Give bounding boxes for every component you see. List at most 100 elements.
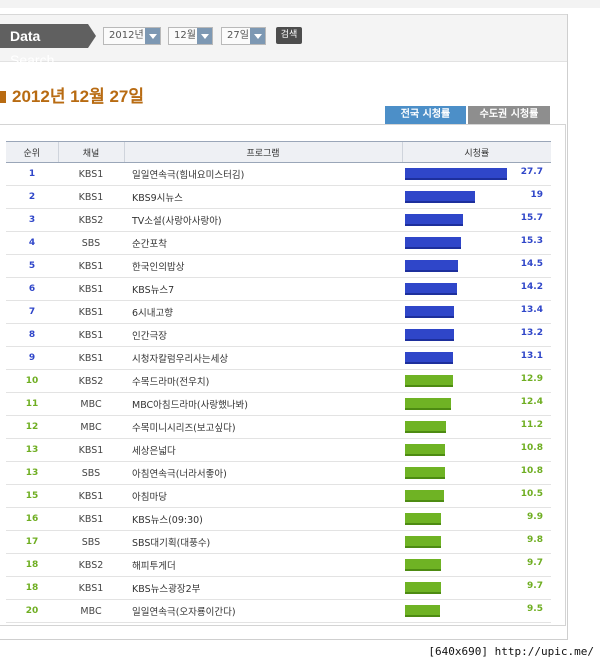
- chevron-down-icon[interactable]: [250, 28, 265, 44]
- rating-cell: 9.8: [402, 530, 551, 554]
- image-frame-top: [0, 0, 600, 8]
- program-cell[interactable]: 아침연속극(너라서좋아): [124, 461, 402, 485]
- rating-cell: 9.9: [402, 507, 551, 531]
- rating-value: 27.7: [520, 167, 543, 177]
- frame-border-top: [0, 14, 568, 15]
- tab-national-rating[interactable]: 전국 시청률: [385, 106, 466, 124]
- image-size-caption: [640x690] http://upic.me/: [428, 645, 594, 658]
- chevron-down-icon[interactable]: [145, 28, 160, 44]
- chevron-down-icon[interactable]: [197, 28, 212, 44]
- program-cell[interactable]: 세상은넓다: [124, 438, 402, 462]
- channel-cell: KBS2: [58, 553, 124, 577]
- rating-value: 9.7: [527, 558, 543, 568]
- ratings-table: 순위 채널 프로그램 시청률 1 KBS1 일일연속극(힘내요미스터김) 27.7 2 K…: [6, 141, 551, 623]
- program-cell[interactable]: 일일연속극(힘내요미스터김): [124, 162, 402, 186]
- program-cell[interactable]: 아침마당: [124, 484, 402, 508]
- rating-cell: 9.7: [402, 576, 551, 600]
- rating-value: 13.2: [520, 328, 543, 338]
- rating-bar: [405, 444, 445, 456]
- title-bullet-icon: [0, 91, 6, 103]
- year-select[interactable]: 2012년: [103, 27, 161, 45]
- rating-value: 15.3: [520, 236, 543, 246]
- channel-cell: MBC: [58, 599, 124, 623]
- month-select[interactable]: 12월: [168, 27, 213, 45]
- program-cell[interactable]: 해피투게더: [124, 553, 402, 577]
- page-title: 2012년 12월 27일: [0, 82, 144, 107]
- program-cell[interactable]: TV소설(사랑아사랑아): [124, 208, 402, 232]
- rating-cell: 19: [402, 185, 551, 209]
- rating-cell: 15.7: [402, 208, 551, 232]
- rank-cell: 18: [6, 553, 58, 577]
- table-row: 6 KBS1 KBS뉴스7 14.2: [6, 277, 551, 301]
- table-row: 13 SBS 아침연속극(너라서좋아) 10.8: [6, 461, 551, 485]
- channel-cell: SBS: [58, 461, 124, 485]
- channel-cell: KBS1: [58, 323, 124, 347]
- program-cell[interactable]: 한국인의밥상: [124, 254, 402, 278]
- rating-value: 9.7: [527, 581, 543, 591]
- rating-cell: 13.4: [402, 300, 551, 324]
- program-cell[interactable]: 일일연속극(오자룡이간다): [124, 599, 402, 623]
- rating-value: 11.2: [520, 420, 543, 430]
- table-row: 8 KBS1 인간극장 13.2: [6, 323, 551, 347]
- data-search-label-arrow: [88, 24, 96, 48]
- channel-cell: KBS1: [58, 438, 124, 462]
- program-cell[interactable]: KBS뉴스7: [124, 277, 402, 301]
- program-cell[interactable]: 6시내고향: [124, 300, 402, 324]
- table-row: 16 KBS1 KBS뉴스(09:30) 9.9: [6, 507, 551, 531]
- header-rating: 시청률: [401, 141, 551, 163]
- program-cell[interactable]: 순간포착: [124, 231, 402, 255]
- rating-bar: [405, 559, 441, 571]
- rating-bar: [405, 237, 461, 249]
- program-cell[interactable]: KBS뉴스(09:30): [124, 507, 402, 531]
- channel-cell: SBS: [58, 530, 124, 554]
- rank-cell: 1: [6, 162, 58, 186]
- program-cell[interactable]: KBS9시뉴스: [124, 185, 402, 209]
- rank-cell: 8: [6, 323, 58, 347]
- rating-value: 13.4: [520, 305, 543, 315]
- rating-cell: 13.2: [402, 323, 551, 347]
- channel-cell: KBS1: [58, 507, 124, 531]
- rating-value: 10.5: [520, 489, 543, 499]
- rating-value: 15.7: [520, 213, 543, 223]
- rating-cell: 27.7: [402, 162, 551, 186]
- rating-bar: [405, 214, 463, 226]
- channel-cell: KBS1: [58, 576, 124, 600]
- page-title-text: 2012년 12월 27일: [12, 87, 145, 106]
- rating-cell: 12.9: [402, 369, 551, 393]
- program-cell[interactable]: 시청자칼럼우리사는세상: [124, 346, 402, 370]
- table-row: 18 KBS2 해피투게더 9.7: [6, 553, 551, 577]
- channel-cell: KBS1: [58, 185, 124, 209]
- rating-bar: [405, 421, 446, 433]
- program-cell[interactable]: SBS대기획(대풍수): [124, 530, 402, 554]
- rank-cell: 12: [6, 415, 58, 439]
- program-cell[interactable]: KBS뉴스광장2부: [124, 576, 402, 600]
- table-row: 5 KBS1 한국인의밥상 14.5: [6, 254, 551, 278]
- day-select[interactable]: 27일: [221, 27, 266, 45]
- program-cell[interactable]: 인간극장: [124, 323, 402, 347]
- rating-value: 10.8: [520, 466, 543, 476]
- channel-cell: KBS2: [58, 208, 124, 232]
- rating-bar: [405, 605, 440, 617]
- rating-cell: 13.1: [402, 346, 551, 370]
- rating-cell: 9.5: [402, 599, 551, 623]
- rank-cell: 18: [6, 576, 58, 600]
- data-search-label-text: Search: [10, 52, 55, 68]
- program-cell[interactable]: 수목미니시리즈(보고싶다): [124, 415, 402, 439]
- rating-value: 10.8: [520, 443, 543, 453]
- search-button[interactable]: 검색: [276, 27, 302, 44]
- rating-value: 13.1: [520, 351, 543, 361]
- program-cell[interactable]: MBC아침드라마(사랑했나봐): [124, 392, 402, 416]
- program-cell[interactable]: 수목드라마(전우치): [124, 369, 402, 393]
- rating-cell: 14.5: [402, 254, 551, 278]
- rank-cell: 13: [6, 438, 58, 462]
- month-select-value: 12월: [174, 30, 196, 41]
- rank-cell: 16: [6, 507, 58, 531]
- tab-capital-rating[interactable]: 수도권 시청률: [468, 106, 550, 124]
- rating-value: 14.2: [520, 282, 543, 292]
- channel-cell: KBS2: [58, 369, 124, 393]
- channel-cell: KBS1: [58, 162, 124, 186]
- data-search-label: Data Search: [0, 24, 88, 68]
- data-search-label-bold: Data: [10, 28, 41, 44]
- rating-value: 19: [530, 190, 543, 200]
- table-row: 15 KBS1 아침마당 10.5: [6, 484, 551, 508]
